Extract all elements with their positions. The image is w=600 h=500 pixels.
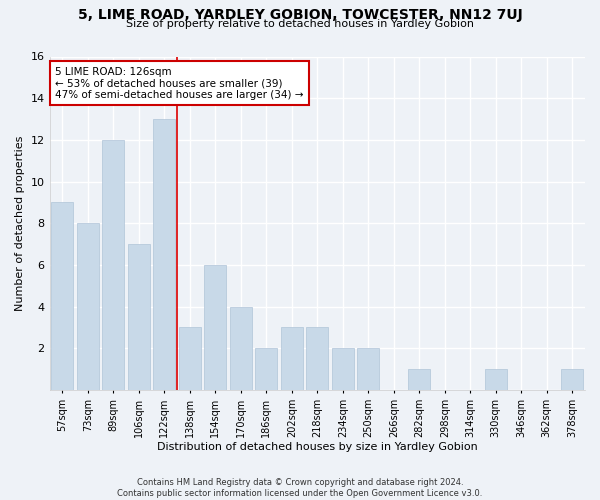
Bar [358,348,379,390]
Bar [332,348,353,390]
Text: 5, LIME ROAD, YARDLEY GOBION, TOWCESTER, NN12 7UJ: 5, LIME ROAD, YARDLEY GOBION, TOWCESTER,… [77,8,523,22]
Bar [256,348,277,390]
Text: Size of property relative to detached houses in Yardley Gobion: Size of property relative to detached ho… [126,19,474,29]
Text: 5 LIME ROAD: 126sqm
← 53% of detached houses are smaller (39)
47% of semi-detach: 5 LIME ROAD: 126sqm ← 53% of detached ho… [55,66,304,100]
Bar [281,328,302,390]
Text: Contains HM Land Registry data © Crown copyright and database right 2024.
Contai: Contains HM Land Registry data © Crown c… [118,478,482,498]
Bar [485,369,506,390]
Bar [154,119,175,390]
X-axis label: Distribution of detached houses by size in Yardley Gobion: Distribution of detached houses by size … [157,442,478,452]
Bar [409,369,430,390]
Y-axis label: Number of detached properties: Number of detached properties [15,136,25,311]
Bar [52,202,73,390]
Bar [205,265,226,390]
Bar [562,369,583,390]
Bar [128,244,149,390]
Bar [179,328,200,390]
Bar [307,328,328,390]
Bar [103,140,124,390]
Bar [230,306,251,390]
Bar [77,223,98,390]
